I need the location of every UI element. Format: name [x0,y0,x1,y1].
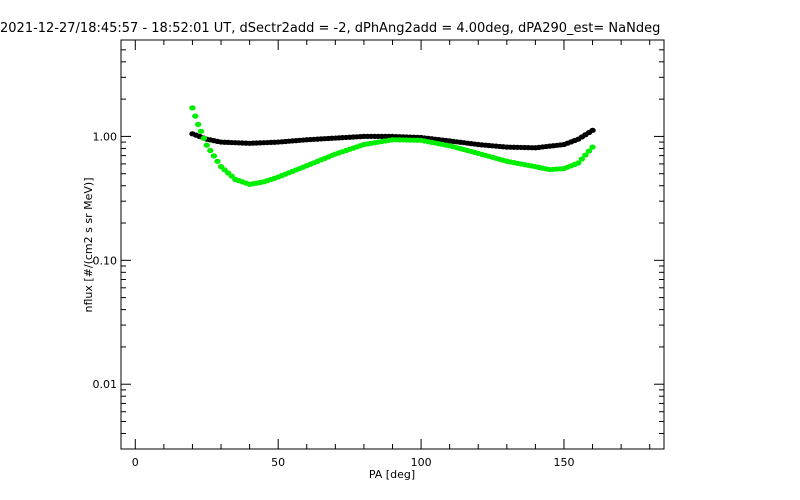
plot-frame [120,39,665,450]
data-point [575,160,582,166]
data-point [582,152,589,158]
x-tick-label: 0 [132,456,139,469]
chart-title: 2021-12-27/18:45:57 - 18:52:01 UT, dSect… [0,21,660,36]
axis-ticks [121,39,664,450]
x-tick-label: 100 [411,456,432,469]
data-point [210,153,218,159]
data-series [189,105,596,187]
data-point [207,147,214,154]
data-point [589,144,596,150]
series-1 [189,105,596,187]
data-point [189,105,196,111]
series-0 [189,127,596,151]
y-tick-label: 1.00 [93,130,118,143]
axis-tick-labels: 0 50 100 150 0.01 0.10 1.00 [93,130,575,469]
data-point [214,158,221,164]
data-point [203,142,210,148]
y-tick-label: 0.10 [93,254,118,267]
data-point [578,156,586,162]
x-axis-label: PA [deg] [369,468,415,481]
y-axis-label: nflux [#/(cm2 s sr MeV)] [82,178,95,313]
data-point [194,121,202,128]
data-point [197,128,205,134]
data-point [589,127,596,133]
data-point [585,148,593,154]
data-point [192,113,199,119]
data-point [200,135,208,141]
x-tick-label: 150 [553,456,574,469]
x-tick-label: 50 [271,456,285,469]
y-tick-label: 0.01 [93,378,118,391]
